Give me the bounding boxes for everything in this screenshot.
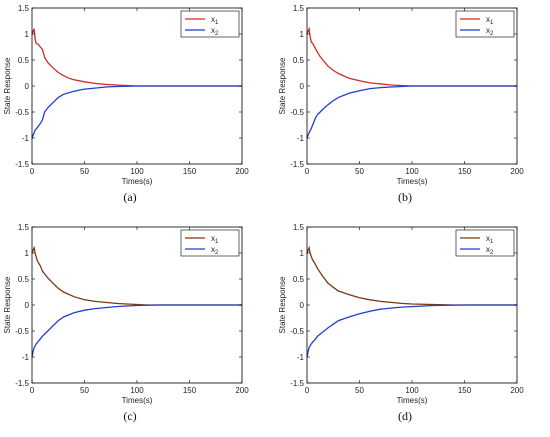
legend-label-x1: x1 bbox=[486, 15, 494, 26]
y-tick-label: -1 bbox=[22, 353, 30, 362]
series-line-x2 bbox=[31, 304, 242, 358]
x-tick-label: 100 bbox=[405, 386, 419, 395]
y-tick-label: 0.5 bbox=[18, 56, 30, 65]
y-axis-label: State Response bbox=[278, 276, 287, 333]
y-axis-label: State Response bbox=[3, 276, 12, 333]
x-tick-label: 200 bbox=[510, 167, 524, 176]
x-tick-label: 200 bbox=[235, 167, 249, 176]
x-axis-label: Times(s) bbox=[397, 396, 428, 405]
x-axis-label: Times(s) bbox=[397, 177, 428, 186]
x-tick-label: 50 bbox=[355, 167, 364, 176]
y-tick-label: 0.5 bbox=[18, 275, 30, 284]
y-tick-label: -1.5 bbox=[290, 160, 304, 169]
y-tick-label: -1.5 bbox=[15, 160, 29, 169]
y-tick-label: 1 bbox=[25, 30, 30, 39]
x-tick-label: 0 bbox=[305, 167, 310, 176]
y-tick-label: -0.5 bbox=[15, 327, 29, 336]
legend-label-x2: x2 bbox=[211, 26, 219, 37]
series-line-x1 bbox=[31, 28, 242, 87]
x-tick-label: 0 bbox=[305, 386, 310, 395]
legend-label-x1: x1 bbox=[486, 234, 494, 245]
y-tick-label: -1.5 bbox=[15, 379, 29, 388]
chart-panel-d: 0 50 100 150 200 -1.5 -1 -0.5 0 0.5 1 1.5 Times(s) St… bbox=[275, 219, 550, 437]
x-tick-label: 200 bbox=[510, 386, 524, 395]
y-tick-label: 1 bbox=[300, 249, 305, 258]
series-line-x1 bbox=[31, 245, 242, 306]
x-tick-label: 150 bbox=[183, 386, 197, 395]
y-tick-label: 0.5 bbox=[293, 275, 305, 284]
legend-box bbox=[455, 10, 515, 38]
y-tick-label: 0.5 bbox=[293, 56, 305, 65]
y-tick-label: 1.5 bbox=[293, 4, 305, 13]
caption-d: (d) bbox=[398, 409, 412, 423]
legend-label-x1: x1 bbox=[211, 15, 219, 26]
legend-label-x2: x2 bbox=[486, 245, 494, 256]
y-tick-label: -0.5 bbox=[15, 108, 29, 117]
y-tick-label: 1 bbox=[25, 249, 30, 258]
x-tick-label: 50 bbox=[80, 386, 89, 395]
legend-box bbox=[180, 229, 240, 257]
chart-svg-b: 0 50 100 150 200 -1.5 -1 -0.5 0 0.5 1 1.5 Times(s) St… bbox=[278, 4, 524, 186]
y-tick-label: 0 bbox=[25, 301, 30, 310]
caption-b: (b) bbox=[398, 190, 412, 204]
x-tick-label: 150 bbox=[458, 386, 472, 395]
x-tick-label: 150 bbox=[183, 167, 197, 176]
legend-label-x2: x2 bbox=[211, 245, 219, 256]
caption-c: (c) bbox=[123, 409, 137, 423]
x-tick-label: 100 bbox=[130, 167, 144, 176]
x-tick-label: 50 bbox=[80, 167, 89, 176]
y-tick-label: 0 bbox=[25, 82, 30, 91]
legend-box bbox=[455, 229, 515, 257]
chart-svg-a: 0 50 100 150 200 -1.5 -1 -0.5 0 0.5 1 1.5 Times(s) St… bbox=[3, 4, 249, 186]
y-tick-label: 1.5 bbox=[293, 223, 305, 232]
series-line-x2 bbox=[306, 304, 517, 358]
x-tick-label: 150 bbox=[458, 167, 472, 176]
y-tick-label: 1.5 bbox=[18, 4, 30, 13]
series-line-x2 bbox=[306, 85, 517, 139]
chart-svg-c: 0 50 100 150 200 -1.5 -1 -0.5 0 0.5 1 1.5 Times(s) St… bbox=[3, 223, 249, 405]
y-tick-label: -1 bbox=[297, 353, 305, 362]
y-tick-label: -0.5 bbox=[290, 327, 304, 336]
x-tick-label: 50 bbox=[355, 386, 364, 395]
x-axis-label: Times(s) bbox=[122, 396, 153, 405]
x-tick-label: 100 bbox=[130, 386, 144, 395]
chart-panel-b: 0 50 100 150 200 -1.5 -1 -0.5 0 0.5 1 1.5 Times(s) St… bbox=[275, 0, 550, 218]
legend-label-x2: x2 bbox=[486, 26, 494, 37]
x-axis-label: Times(s) bbox=[122, 177, 153, 186]
chart-svg-d: 0 50 100 150 200 -1.5 -1 -0.5 0 0.5 1 1.5 Times(s) St… bbox=[278, 223, 524, 405]
y-tick-label: -1.5 bbox=[290, 379, 304, 388]
y-axis-label: State Response bbox=[3, 57, 12, 114]
chart-panel-c: 0 50 100 150 200 -1.5 -1 -0.5 0 0.5 1 1.5 Times(s) St… bbox=[0, 219, 275, 437]
series-line-x2 bbox=[31, 85, 242, 139]
series-line-x1 bbox=[306, 245, 517, 306]
y-tick-label: -1 bbox=[22, 134, 30, 143]
legend-label-x1: x1 bbox=[211, 234, 219, 245]
x-tick-label: 0 bbox=[30, 167, 35, 176]
y-tick-label: 1.5 bbox=[18, 223, 30, 232]
y-tick-label: -1 bbox=[297, 134, 305, 143]
x-tick-label: 0 bbox=[30, 386, 35, 395]
chart-panel-a: 0 50 100 150 200 -1.5 -1 -0.5 0 0.5 1 1.5 Times(s) St… bbox=[0, 0, 275, 218]
caption-a: (a) bbox=[123, 190, 137, 204]
series-line-x1 bbox=[306, 26, 517, 87]
y-tick-label: 0 bbox=[300, 301, 305, 310]
y-tick-label: -0.5 bbox=[290, 108, 304, 117]
y-axis-label: State Response bbox=[278, 57, 287, 114]
x-tick-label: 200 bbox=[235, 386, 249, 395]
y-tick-label: 1 bbox=[300, 30, 305, 39]
y-tick-label: 0 bbox=[300, 82, 305, 91]
x-tick-label: 100 bbox=[405, 167, 419, 176]
legend-box bbox=[180, 10, 240, 38]
